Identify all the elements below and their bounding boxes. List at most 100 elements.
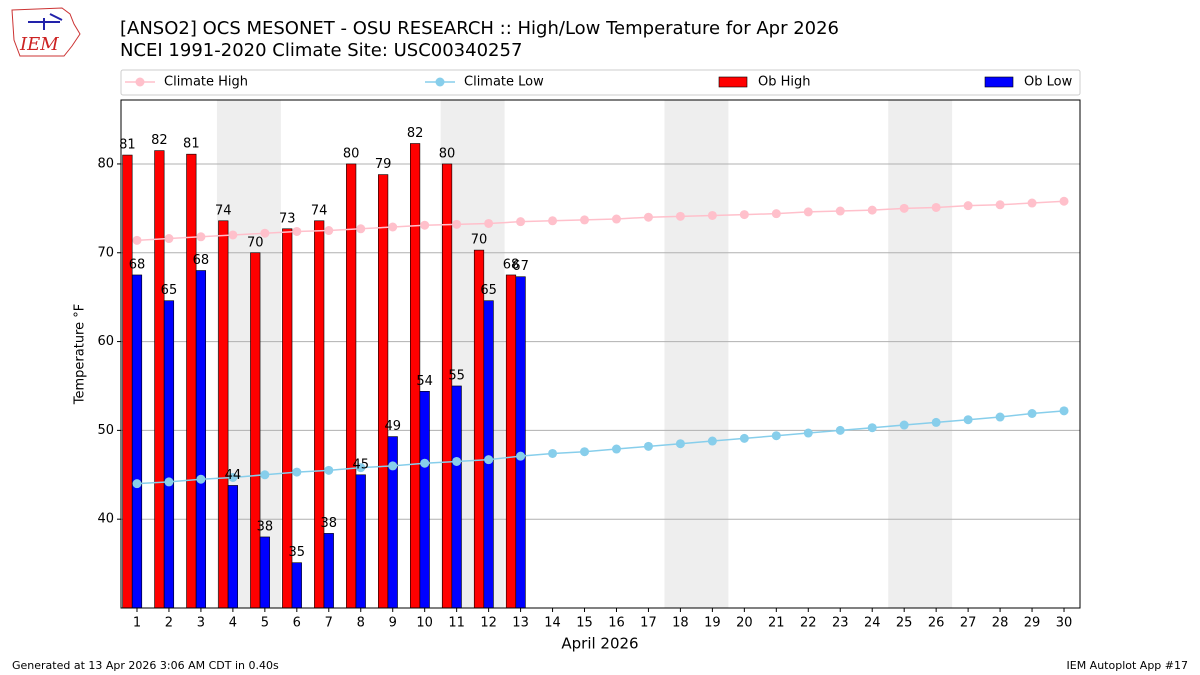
- x-axis-label: April 2026: [561, 635, 638, 653]
- x-tick-label: 9: [389, 616, 397, 631]
- chart-title: [ANSO2] OCS MESONET - OSU RESEARCH :: Hi…: [120, 18, 839, 39]
- x-tick-label: 1: [133, 616, 141, 631]
- value-label: 82: [151, 133, 168, 148]
- point: [803, 428, 813, 438]
- bar: [419, 391, 430, 609]
- point: [132, 479, 142, 489]
- bar: [483, 300, 494, 609]
- chart-subtitle: NCEI 1991-2020 Climate Site: USC00340257: [120, 40, 522, 61]
- legend-label: Climate High: [164, 75, 248, 90]
- legend-label: Ob High: [758, 75, 811, 90]
- value-label: 80: [439, 146, 456, 161]
- point: [643, 212, 653, 222]
- value-label: 65: [480, 283, 497, 298]
- bar: [131, 274, 143, 609]
- legend-label: Ob Low: [1024, 75, 1073, 90]
- legend-marker: [435, 77, 445, 87]
- x-tick-label: 26: [928, 616, 945, 631]
- point: [420, 220, 430, 230]
- value-label: 81: [183, 137, 200, 152]
- point: [260, 228, 270, 238]
- bar: [218, 220, 229, 609]
- point: [867, 205, 877, 215]
- bar: [250, 252, 261, 609]
- value-label: 55: [448, 368, 465, 383]
- value-label: 65: [161, 283, 178, 298]
- point: [356, 224, 366, 234]
- plot-frame: [120, 99, 1081, 609]
- weekend-shade: [664, 100, 729, 608]
- logo-icon: [28, 13, 63, 30]
- bar: [451, 385, 462, 609]
- point: [739, 433, 749, 443]
- legend-label: Climate Low: [464, 75, 544, 90]
- value-label: 70: [247, 235, 264, 250]
- x-tick-label: 17: [640, 616, 657, 631]
- x-tick-label: 23: [832, 616, 849, 631]
- value-label: 68: [129, 257, 146, 272]
- x-tick-label: 11: [448, 616, 465, 631]
- point: [675, 211, 685, 221]
- x-tick-label: 22: [800, 616, 817, 631]
- logo-text: IEM: [19, 34, 59, 55]
- bar: [291, 562, 302, 609]
- y-axis-label: Temperature °F: [73, 304, 88, 405]
- x-tick-label: 7: [325, 616, 333, 631]
- x-tick-label: 6: [293, 616, 301, 631]
- legend-box: [120, 69, 1081, 96]
- point: [707, 436, 717, 446]
- point: [292, 467, 302, 477]
- x-tick-label: 28: [992, 616, 1009, 631]
- point: [899, 203, 909, 213]
- point: [516, 217, 526, 227]
- line: [136, 410, 1065, 485]
- point: [196, 474, 206, 484]
- point: [164, 234, 174, 244]
- x-tick-label: 5: [261, 616, 269, 631]
- point: [931, 417, 941, 427]
- point: [1059, 196, 1069, 206]
- bar: [346, 163, 357, 609]
- value-label: 68: [193, 253, 210, 268]
- x-tick-label: 30: [1056, 616, 1073, 631]
- x-tick-label: 16: [608, 616, 625, 631]
- value-label: 74: [215, 203, 232, 218]
- bar: [314, 220, 325, 609]
- point: [324, 226, 334, 236]
- x-tick-label: 13: [512, 616, 529, 631]
- x-tick-label: 3: [197, 616, 205, 631]
- legend-marker: [135, 77, 145, 87]
- value-label: 68: [503, 257, 520, 272]
- bar: [186, 153, 197, 609]
- x-tick-label: 25: [896, 616, 913, 631]
- point: [803, 207, 813, 217]
- point: [260, 470, 270, 480]
- point: [292, 226, 302, 236]
- value-label: 35: [289, 545, 306, 560]
- bar: [505, 274, 517, 609]
- point: [452, 219, 462, 229]
- point: [228, 230, 238, 240]
- bar: [195, 270, 207, 609]
- point: [580, 447, 590, 457]
- logo-outline: [11, 7, 81, 57]
- point: [452, 456, 462, 466]
- x-tick-label: 10: [416, 616, 433, 631]
- x-tick-label: 19: [704, 616, 721, 631]
- point: [228, 472, 238, 482]
- value-label: 45: [352, 457, 369, 472]
- y-tick-label: 40: [97, 512, 114, 527]
- y-tick-label: 80: [97, 156, 114, 171]
- point: [771, 209, 781, 219]
- point: [963, 415, 973, 425]
- x-tick-label: 8: [357, 616, 365, 631]
- x-tick-label: 4: [229, 616, 237, 631]
- point: [484, 218, 494, 228]
- value-label: 54: [416, 374, 433, 389]
- point: [771, 431, 781, 441]
- point: [196, 232, 206, 242]
- point: [835, 425, 845, 435]
- bar: [227, 485, 238, 609]
- y-tick-label: 70: [97, 245, 114, 260]
